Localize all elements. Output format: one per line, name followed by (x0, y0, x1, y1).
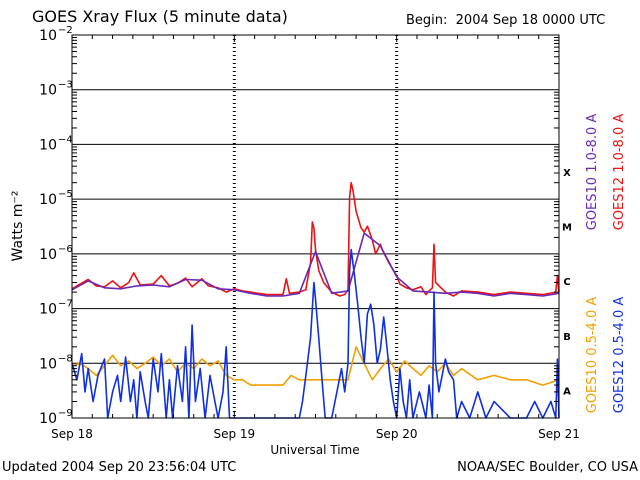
y-tick-exponent: −4 (58, 134, 73, 145)
flare-class-label: A (563, 387, 571, 398)
legend-entry: GOES12 1.0-8.0 A (612, 114, 627, 231)
y-tick-label: 10 −4 (39, 134, 73, 153)
y-tick-base: 10 (39, 28, 57, 44)
updated-timestamp: Updated 2004 Sep 20 23:56:04 UTC (2, 460, 237, 475)
y-tick-base: 10 (39, 356, 57, 372)
y-tick-label: 10 −9 (39, 408, 73, 427)
series-line (71, 232, 560, 297)
chart-legend: GOES10 1.0-8.0 A GOES12 1.0-8.0 A GOES10 0… (585, 114, 627, 414)
flare-class-label: B (563, 332, 571, 343)
plot-frame (71, 34, 560, 419)
flare-class-label: M (562, 223, 572, 234)
credit-label: NOAA/SEC Boulder, CO USA (457, 460, 638, 475)
series-line (71, 346, 560, 386)
y-tick-label: 10 −6 (39, 244, 73, 263)
y-tick-label: 10 −7 (39, 299, 73, 318)
y-tick-base: 10 (39, 137, 57, 153)
y-tick-exponent: −6 (58, 244, 73, 255)
y-tick-exponent: −7 (58, 299, 73, 310)
x-tick-label: Sep 18 (51, 427, 93, 441)
y-axis-label: Watts m⁻² (10, 191, 26, 262)
series-line (71, 248, 560, 419)
y-tick-base: 10 (39, 247, 57, 263)
series-line (71, 181, 560, 297)
y-tick-base: 10 (39, 83, 57, 99)
x-tick-label: Sep 21 (538, 427, 580, 441)
x-tick-label: Sep 19 (213, 427, 255, 441)
y-tick-base: 10 (39, 302, 57, 318)
y-tick-label: 10 −2 (39, 25, 73, 44)
y-tick-label: 10 −8 (39, 353, 73, 372)
y-tick-exponent: −8 (58, 353, 73, 364)
x-tick-label: Sep 20 (376, 427, 418, 441)
flare-class-label: X (563, 168, 571, 179)
y-tick-exponent: −2 (58, 25, 73, 36)
y-tick-exponent: −9 (58, 408, 73, 419)
legend-entry: GOES12 0.5-4.0 A (612, 297, 627, 414)
begin-time-label: Begin: 2004 Sep 18 0000 UTC (406, 13, 606, 28)
y-tick-label: 10 −3 (39, 80, 73, 99)
chart-grid (72, 35, 559, 418)
legend-entry: GOES10 0.5-4.0 A (585, 297, 600, 414)
chart-title: GOES Xray Flux (5 minute data) (32, 7, 288, 26)
y-tick-label: 10 −5 (39, 189, 73, 208)
y-tick-exponent: −3 (58, 80, 73, 91)
y-tick-base: 10 (39, 411, 57, 427)
chart-series (71, 181, 560, 419)
flare-class-label: C (563, 277, 570, 288)
y-tick-base: 10 (39, 192, 57, 208)
legend-entry: GOES10 1.0-8.0 A (585, 114, 600, 231)
x-axis-label: Universal Time (270, 443, 359, 457)
y-tick-exponent: −5 (58, 189, 73, 200)
